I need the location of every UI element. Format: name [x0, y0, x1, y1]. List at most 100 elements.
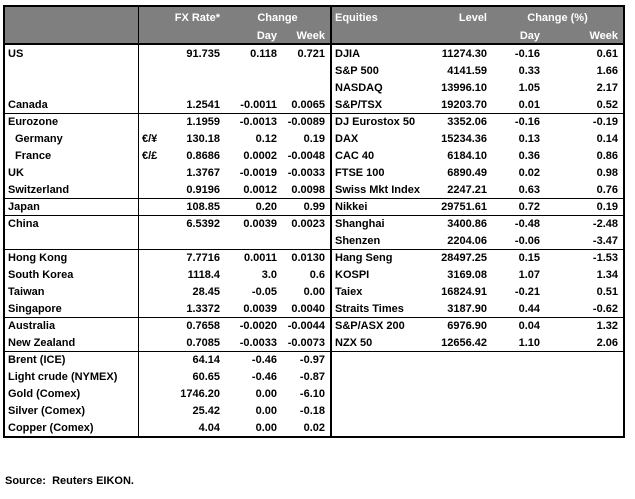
equity-index-label: CAC 40 [330, 147, 440, 164]
header-empty-cell [139, 28, 165, 43]
fx-week-change: -0.18 [299, 404, 325, 417]
country-label: Hong Kong [5, 250, 139, 266]
equity-index-label: FTSE 100 [330, 164, 440, 181]
fx-day-change [225, 79, 282, 96]
fx-week-change: 0.0130 [291, 252, 325, 264]
fx-rate-value: 1118.4 [187, 268, 220, 281]
equity-week-change [545, 352, 623, 368]
fx-week-change: 0.0023 [291, 218, 325, 230]
country-label: Taiwan [5, 283, 139, 300]
equity-day-change: -0.16 [514, 116, 540, 128]
equity-week-change [545, 385, 623, 402]
header-empty-cell [330, 28, 440, 43]
equity-index-label: Swiss Mkt Index [330, 181, 440, 198]
table-row: Silver (Comex) 25.42 0.00 -0.18 [5, 402, 623, 419]
equity-week-change: 0.61 [596, 47, 618, 60]
fx-day-change: -0.0011 [240, 98, 277, 111]
fx-day-change: -0.46 [251, 354, 277, 366]
equity-day-change: -0.48 [514, 218, 540, 230]
fx-day-change: 0.0002 [243, 149, 277, 162]
country-label: Light crude (NYMEX) [5, 368, 139, 385]
header-empty-cell [5, 28, 139, 43]
equity-level-value: 6890.49 [447, 166, 487, 179]
table-body: US 91.735 0.118 0.721 DJIA 11274.30 -0.16 0.61 S… [5, 45, 623, 436]
country-label: France [5, 147, 139, 164]
equity-level-value: 6976.90 [447, 320, 487, 332]
currency-pair-label [139, 232, 165, 249]
fx-rate-value: 0.7658 [186, 320, 220, 332]
equity-index-label: S&P 500 [330, 62, 440, 79]
currency-pair-label [139, 300, 165, 317]
footnotes: Source: Reuters EIKON. * FX Rate for USD… [5, 441, 567, 499]
fx-change-column-header: Change [257, 11, 298, 24]
equity-day-change: 1.10 [518, 336, 540, 349]
fx-day-change: 0.0039 [243, 218, 277, 230]
fx-rate-value: 7.7716 [186, 252, 220, 264]
fx-day-change: -0.0033 [239, 336, 277, 349]
fx-week-change: 0.0040 [291, 302, 325, 315]
country-label: UK [5, 164, 139, 181]
fx-rate-value [165, 79, 225, 96]
country-label: Copper (Comex) [5, 419, 139, 436]
equity-level-value [440, 368, 492, 385]
fx-rate-value [165, 62, 225, 79]
currency-pair-label [139, 216, 165, 232]
table-row: Brent (ICE) 64.14 -0.46 -0.97 [5, 351, 623, 368]
fx-week-change: -0.97 [299, 354, 325, 366]
equity-index-label: S&P/ASX 200 [330, 318, 440, 334]
country-label: Canada [5, 96, 139, 113]
equity-level-value: 3352.06 [447, 116, 487, 128]
table-row: NASDAQ 13996.10 1.05 2.17 [5, 79, 623, 96]
equity-day-change: -0.06 [514, 234, 540, 247]
fx-rate-value: 64.14 [192, 354, 220, 366]
currency-pair-label: €/¥ [142, 132, 158, 145]
equity-week-change [545, 419, 623, 436]
fx-week-change: 0.19 [303, 132, 325, 145]
equity-level-value: 2247.21 [447, 183, 487, 196]
fx-week-change: 0.0098 [291, 183, 325, 196]
equity-week-change: 0.76 [596, 183, 618, 196]
equity-index-label [330, 385, 440, 402]
equity-day-subheader: Day [519, 29, 540, 42]
equity-change-column-header: Change (%) [527, 11, 588, 24]
equity-index-label: Hang Seng [330, 250, 440, 266]
fx-rate-value: 28.45 [192, 285, 220, 298]
equity-level-value [440, 352, 492, 368]
equity-index-label [330, 352, 440, 368]
fx-rate-value: 1.3372 [186, 302, 220, 315]
equity-day-change: 0.44 [518, 302, 540, 315]
fx-day-change: -0.0020 [239, 320, 277, 332]
equity-index-label: Shenzen [330, 232, 440, 249]
currency-pair-label [139, 385, 165, 402]
equity-day-change: 0.72 [518, 201, 540, 213]
equity-level-value: 3187.90 [447, 302, 487, 315]
currency-pair-label [139, 283, 165, 300]
equity-index-label: Shanghai [330, 216, 440, 232]
equity-day-change: 0.63 [518, 183, 540, 196]
fx-week-change: 0.00 [303, 285, 325, 298]
equity-day-change [492, 352, 545, 368]
equity-week-change: -3.47 [592, 234, 618, 247]
currency-pair-label [139, 266, 165, 283]
table-row: New Zealand 0.7085 -0.0033 -0.0073 NZX 50 126… [5, 334, 623, 351]
table-row: South Korea 1118.4 3.0 0.6 KOSPI 3169.08 1.07 1… [5, 266, 623, 283]
currency-pair-label [139, 334, 165, 351]
table-row: Gold (Comex) 1746.20 0.00 -6.10 [5, 385, 623, 402]
country-label: Silver (Comex) [5, 402, 139, 419]
fx-day-change: -0.46 [251, 370, 277, 383]
table-row: Australia 0.7658 -0.0020 -0.0044 S&P/ASX 200… [5, 317, 623, 334]
fx-week-change: 0.721 [297, 47, 325, 60]
equity-index-label: DAX [330, 130, 440, 147]
fx-week-change: -0.0073 [287, 336, 325, 349]
currency-pair-label [139, 402, 165, 419]
equity-day-change: 0.02 [518, 166, 540, 179]
fx-week-change: -0.0089 [287, 116, 325, 128]
fx-week-change [282, 232, 330, 249]
fx-day-change: 0.00 [255, 387, 277, 400]
fx-day-change: 3.0 [261, 268, 277, 281]
fx-rate-value: 25.42 [192, 404, 220, 417]
fx-week-change: 0.02 [303, 421, 325, 434]
equity-level-value: 28497.25 [441, 252, 487, 264]
equity-week-change: 2.06 [596, 336, 618, 349]
equity-level-value: 2204.06 [447, 234, 487, 247]
